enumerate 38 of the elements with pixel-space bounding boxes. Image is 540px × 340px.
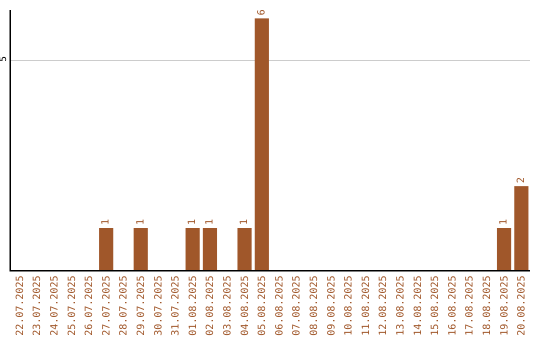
x-tick-label: 17.08.2025 xyxy=(464,276,476,336)
x-tick-label: 01.08.2025 xyxy=(188,276,199,336)
x-tick-label: 29.07.2025 xyxy=(136,276,147,336)
x-tick-label: 16.08.2025 xyxy=(447,276,458,336)
x-tick-label: 12.08.2025 xyxy=(378,276,390,336)
data-label: 1 xyxy=(135,219,146,226)
x-tick-label: 10.08.2025 xyxy=(344,276,355,336)
x-tick-label: 03.08.2025 xyxy=(222,276,234,336)
x-tick-label: 20.08.2025 xyxy=(516,276,528,336)
data-label: 1 xyxy=(498,219,510,226)
x-tick-label: 18.08.2025 xyxy=(482,276,493,336)
x-tick-label: 24.07.2025 xyxy=(50,276,60,336)
x-tick-label: 22.07.2025 xyxy=(14,276,26,336)
x-tick-label: 19.08.2025 xyxy=(499,276,510,336)
data-label: 1 xyxy=(204,219,216,226)
data-label: 1 xyxy=(239,219,250,226)
x-tick-label: 27.07.2025 xyxy=(101,276,112,336)
x-tick-label: 30.07.2025 xyxy=(153,276,164,336)
x-tick-label: 09.08.2025 xyxy=(326,276,338,336)
data-label: 6 xyxy=(256,9,268,16)
x-tick-label: 04.08.2025 xyxy=(240,276,251,336)
x-tick-label: 08.08.2025 xyxy=(309,276,320,336)
x-tick-label: 31.07.2025 xyxy=(170,276,182,336)
data-label: 1 xyxy=(187,219,198,226)
x-tick-label: 26.07.2025 xyxy=(84,276,96,336)
x-tick-label: 23.07.2025 xyxy=(32,276,44,336)
x-tick-label: 07.08.2025 xyxy=(292,276,303,336)
x-tick-label: 25.07.2025 xyxy=(66,276,78,336)
x-tick-label: 06.08.2025 xyxy=(274,276,286,336)
x-tick-label: 15.08.2025 xyxy=(430,276,442,336)
x-tick-label: 05.08.2025 xyxy=(257,276,268,336)
x-tick-label: 13.08.2025 xyxy=(396,276,406,336)
data-label: 1 xyxy=(100,219,112,226)
x-tick-label: 02.08.2025 xyxy=(205,276,216,336)
x-tick-label: 14.08.2025 xyxy=(412,276,424,336)
data-label: 2 xyxy=(516,177,527,184)
x-tick-label: 28.07.2025 xyxy=(118,276,130,336)
x-tick-label: 11.08.2025 xyxy=(360,276,372,336)
